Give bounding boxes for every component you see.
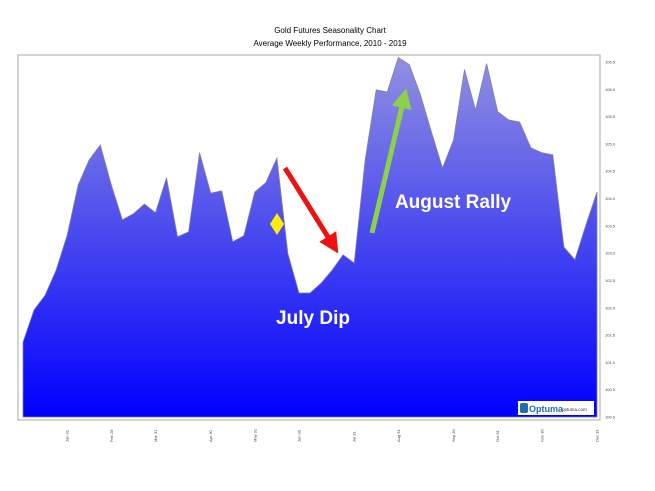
x-tick-label: Sep 30 xyxy=(451,429,456,442)
area-series xyxy=(22,56,598,418)
y-tick-label: 103.5 xyxy=(605,223,616,228)
chart-subtitle: Average Weekly Performance, 2010 - 2019 xyxy=(253,39,407,48)
y-tick-label: 106.5 xyxy=(605,60,616,65)
logo-url: optuma.com xyxy=(562,407,587,412)
x-tick-label: Feb 28 xyxy=(109,429,114,442)
y-tick-label: 101.0 xyxy=(605,360,616,365)
y-tick-label: 103.0 xyxy=(605,251,616,256)
chart-title: Gold Futures Seasonality Chart xyxy=(274,26,386,35)
optuma-logo: Optuma optuma.com xyxy=(518,401,594,415)
y-tick-label: 104.5 xyxy=(605,169,616,174)
august-rally-label: August Rally xyxy=(395,192,512,213)
x-tick-label: May 31 xyxy=(252,428,257,442)
y-tick-label: 106.0 xyxy=(605,87,616,92)
x-tick-label: Apr 30 xyxy=(208,429,213,442)
x-tick-label: Dec 31 xyxy=(595,429,600,442)
y-tick-label: 105.0 xyxy=(605,141,616,146)
x-tick-label: Jul 31 xyxy=(352,431,357,442)
y-tick-label: 102.5 xyxy=(605,278,616,283)
x-tick-label: Oct 31 xyxy=(495,429,500,442)
y-tick-label: 101.5 xyxy=(605,333,616,338)
y-tick-label: 100.5 xyxy=(605,387,616,392)
july-dip-label: July Dip xyxy=(276,308,350,329)
x-tick-label: Aug 31 xyxy=(396,429,401,442)
x-tick-label: Nov 30 xyxy=(539,429,544,442)
y-tick-label: 102.0 xyxy=(605,305,616,310)
dip-arrow xyxy=(282,166,339,254)
diamond-marker xyxy=(270,213,284,235)
rally-arrow xyxy=(369,88,412,234)
logo-brand: Optuma xyxy=(529,404,564,414)
y-tick-label: 105.5 xyxy=(605,114,616,119)
x-tick-label: Jan 31 xyxy=(65,429,70,442)
x-tick-label: Jun 30 xyxy=(296,429,301,442)
y-tick-label: 100.0 xyxy=(605,415,616,420)
y-tick-label: 104.0 xyxy=(605,196,616,201)
x-tick-label: Mar 31 xyxy=(153,429,158,442)
